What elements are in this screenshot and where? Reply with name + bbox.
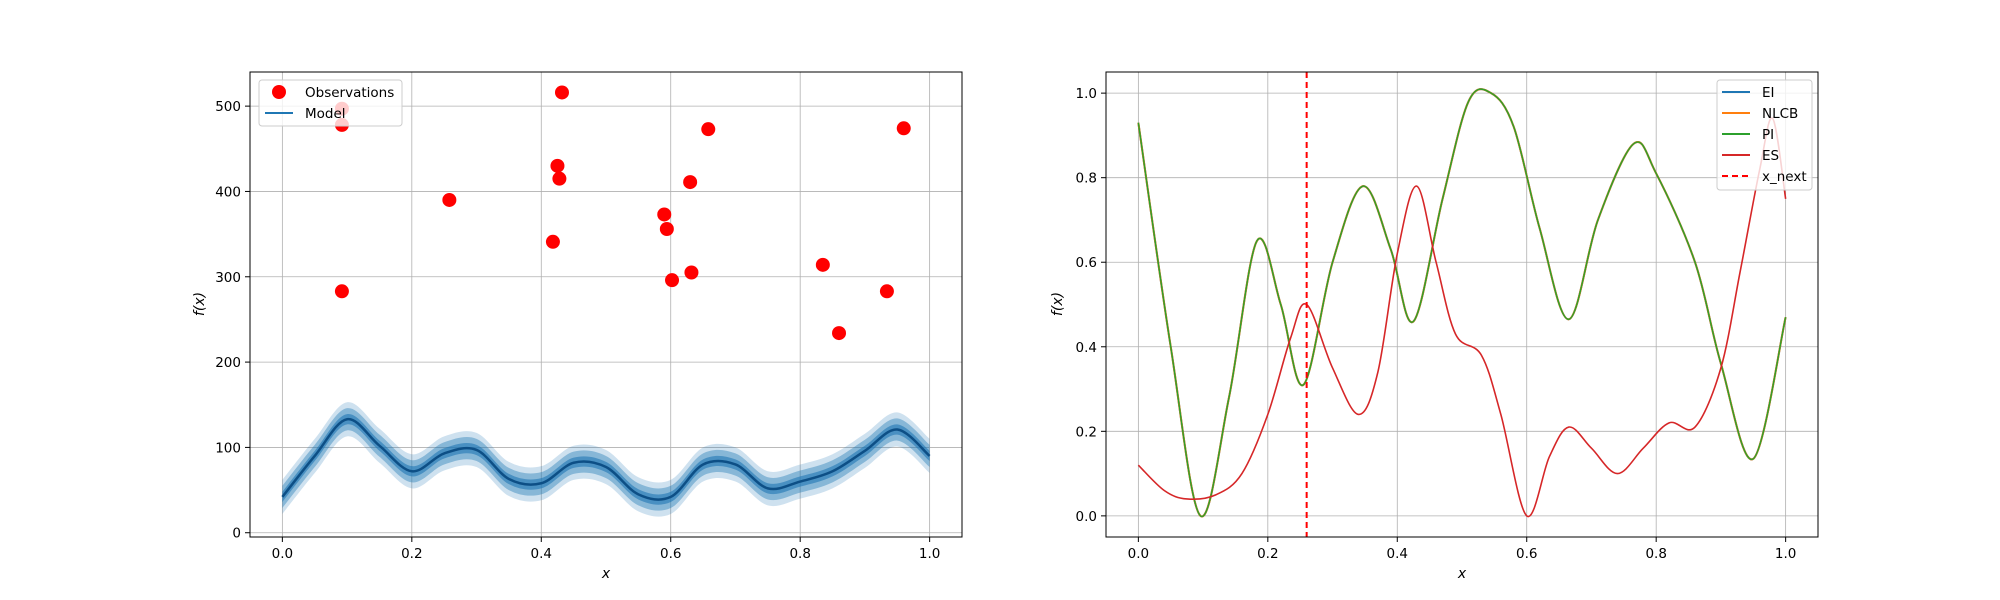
observation-point-8 (657, 207, 672, 222)
right-x-tick-label-2: 0.4 (1387, 546, 1408, 562)
right-x-axis-label: x (1457, 566, 1467, 582)
series-line-pi (1137, 88, 1787, 517)
right-panel: 0.0 0.2 0.4 0.6 0.8 1.0 0.00.20.40.60.81.0 x … (1050, 71, 1819, 582)
observation-point-10 (665, 273, 680, 288)
right-y-tick-label-4: 0.8 (1076, 171, 1097, 187)
observation-point-16 (879, 284, 894, 299)
left-legend-box (258, 79, 403, 127)
left-y-ticks: 0 100 200 300 400 500 (215, 99, 250, 542)
left-x-tick-label-1: 0.2 (401, 546, 422, 562)
observation-point-15 (832, 326, 847, 341)
right-x-tick-label-4: 0.8 (1645, 546, 1666, 562)
right-x-tick-label-1: 0.2 (1257, 546, 1278, 562)
left-plot-area (250, 72, 962, 537)
right-y-tick-label-2: 0.4 (1076, 340, 1097, 356)
observation-point-14 (815, 257, 830, 272)
model-band-2 (282, 414, 930, 505)
right-y-tick-label-5: 1.0 (1076, 86, 1097, 102)
right-x-tick-label-5: 1.0 (1775, 546, 1796, 562)
left-x-tick-label-2: 0.4 (531, 546, 552, 562)
left-legend: Observations Model (258, 79, 403, 127)
left-y-tick-label-4: 400 (215, 184, 241, 200)
observation-point-2 (334, 284, 349, 299)
left-panel: 0.0 0.2 0.4 0.6 0.8 1.0 0 100 200 300 400 500 x f(… (192, 71, 963, 582)
left-x-tick-label-4: 0.8 (789, 546, 810, 562)
left-grid (250, 72, 962, 537)
left-y-tick-label-1: 100 (215, 440, 241, 456)
legend-nlcb-label: NLCB (1762, 106, 1798, 122)
left-y-tick-label-0: 0 (232, 526, 241, 542)
left-x-tick-label-3: 0.6 (660, 546, 681, 562)
legend-observations-marker (272, 85, 286, 99)
observation-point-13 (701, 122, 716, 137)
right-y-tick-label-1: 0.2 (1076, 424, 1097, 440)
right-x-tick-label-3: 0.6 (1516, 546, 1537, 562)
observation-point-5 (550, 158, 565, 173)
left-x-tick-label-0: 0.0 (272, 546, 293, 562)
left-y-tick-label-2: 200 (215, 355, 241, 371)
right-y-ticks: 0.0 0.2 0.4 0.6 0.8 1.0 (1076, 86, 1106, 525)
right-x-tick-label-0: 0.0 (1128, 546, 1149, 562)
legend-x-next-label: x_next (1762, 169, 1807, 185)
legend-observations-label: Observations (305, 85, 394, 101)
right-y-tick-label-3: 0.6 (1076, 255, 1097, 271)
right-x-ticks: 0.0 0.2 0.4 0.6 0.8 1.0 (1128, 537, 1796, 562)
observation-point-7 (554, 85, 569, 100)
observation-point-3 (442, 192, 457, 207)
observation-point-12 (684, 265, 699, 280)
legend-pi-label: PI (1762, 127, 1774, 143)
left-x-tick-label-5: 1.0 (919, 546, 940, 562)
left-y-axis-label: f(x) (192, 292, 208, 316)
observation-point-4 (545, 234, 560, 249)
right-y-axis-label: f(x) (1050, 292, 1066, 316)
series-line-es (1137, 117, 1787, 517)
right-y-tick-label-0: 0.0 (1076, 509, 1097, 525)
observation-point-11 (683, 175, 698, 190)
observation-point-17 (896, 121, 911, 136)
observation-point-9 (659, 221, 674, 236)
left-y-tick-label-3: 300 (215, 270, 241, 286)
right-plot-area (1106, 72, 1818, 537)
observation-point-6 (552, 171, 567, 186)
model-mean-line (281, 418, 931, 501)
right-legend-box (1716, 79, 1813, 191)
left-model-line (281, 418, 931, 501)
left-x-axis-label: x (601, 566, 611, 582)
right-axes-frame (1105, 71, 1819, 538)
right-acquisition-lines (1137, 88, 1787, 518)
left-x-ticks: 0.0 0.2 0.4 0.6 0.8 1.0 (272, 537, 940, 562)
legend-es-label: ES (1762, 148, 1779, 164)
left-y-tick-label-5: 500 (215, 99, 241, 115)
right-legend: EI NLCB PI ES x_next (1716, 79, 1813, 191)
legend-model-label: Model (305, 106, 346, 122)
legend-ei-label: EI (1762, 85, 1775, 101)
left-axes-frame (249, 71, 963, 538)
